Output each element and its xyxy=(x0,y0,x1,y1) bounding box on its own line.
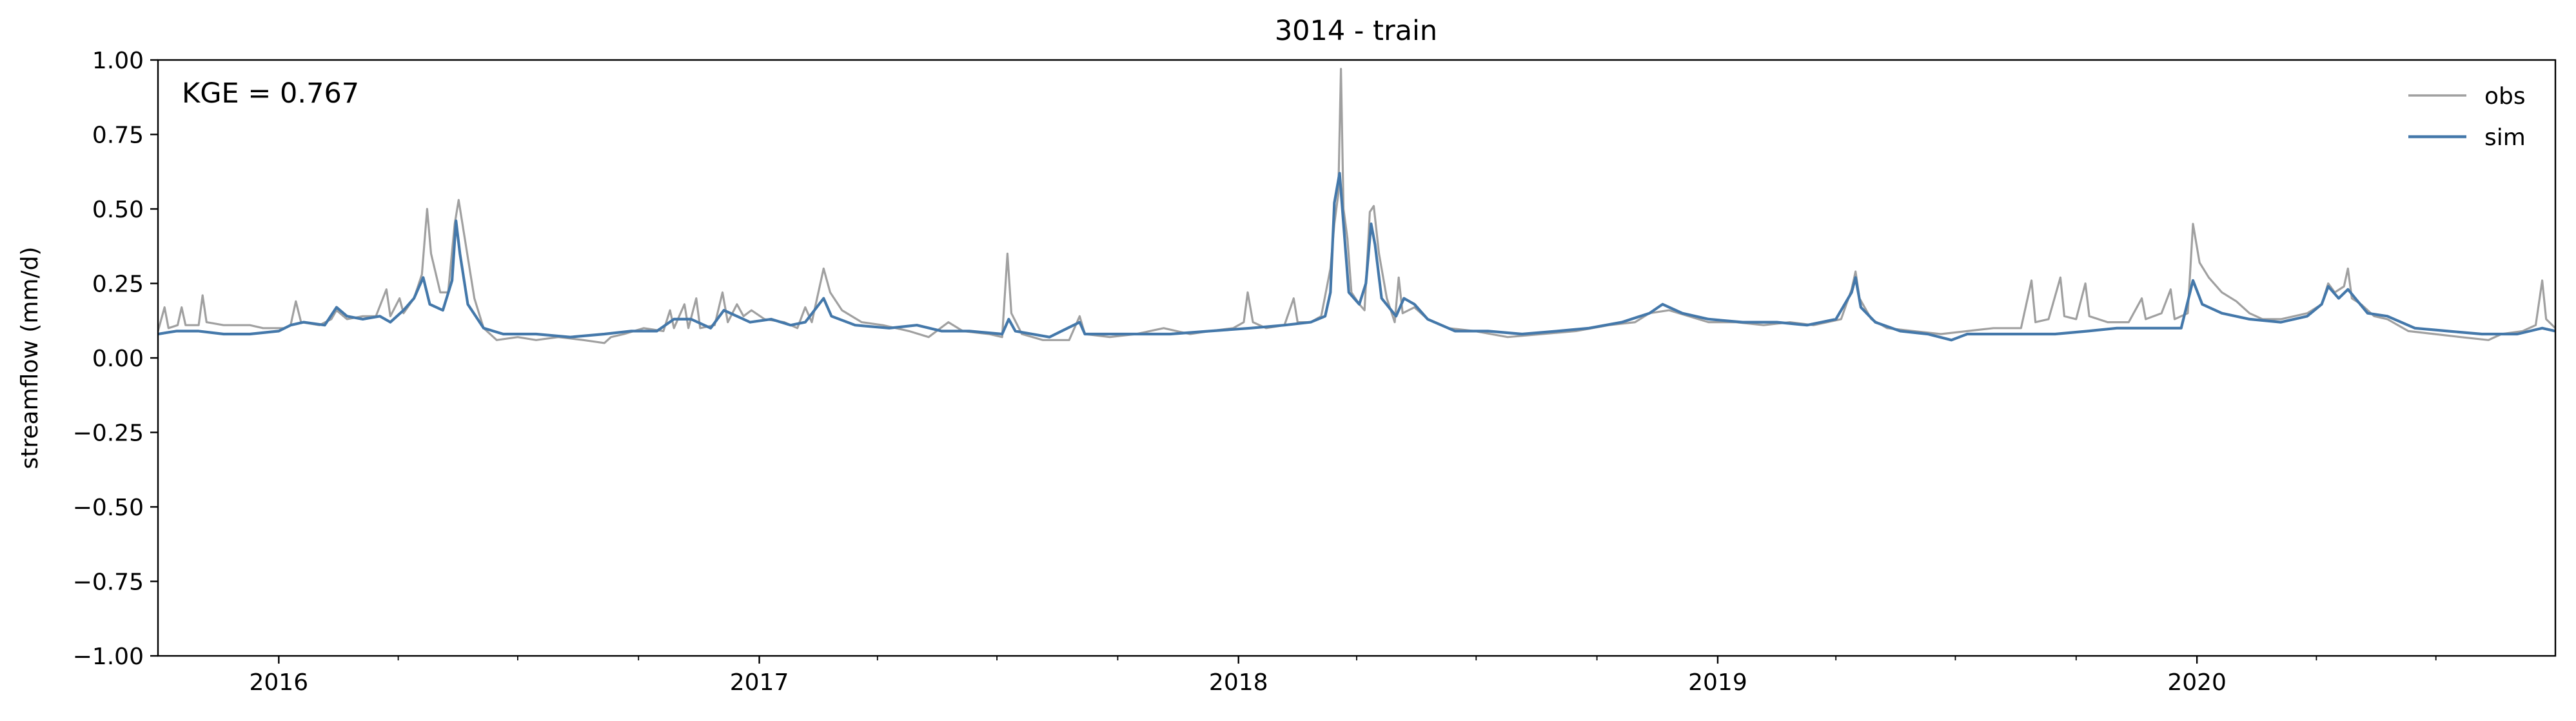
x-tick-label: 2017 xyxy=(730,669,789,696)
y-tick-label: 0.00 xyxy=(92,346,144,372)
y-tick-label: 0.50 xyxy=(92,197,144,223)
y-axis: −1.00 −0.75 −0.50 −0.25 0.00 0.25 0.50 0.75 1.00 xyxy=(73,48,158,670)
x-tick-label: 2020 xyxy=(2167,669,2227,696)
y-axis-title-group: streamflow (mm/d) xyxy=(17,247,43,469)
y-tick-label: −0.50 xyxy=(73,495,144,521)
y-tick-label: 1.00 xyxy=(92,48,144,74)
plot-frame xyxy=(157,59,2557,657)
series-line-sim xyxy=(158,172,2555,342)
legend: obs sim xyxy=(2408,83,2526,151)
y-tick-label: −0.75 xyxy=(73,569,144,596)
x-tick-label: 2018 xyxy=(1209,669,1268,696)
y-axis-title: streamflow (mm/d) xyxy=(17,247,43,469)
kge-annotation: KGE = 0.767 xyxy=(182,77,359,110)
series-layer xyxy=(158,68,2555,344)
x-tick-label: 2016 xyxy=(250,669,309,696)
chart-title: 3014 - train xyxy=(1275,15,1437,47)
legend-label-obs: obs xyxy=(2484,83,2526,110)
y-tick-label: 0.75 xyxy=(92,123,144,149)
x-axis: 2016 2017 2018 2019 2020 xyxy=(250,656,2437,696)
y-tick-label: 0.25 xyxy=(92,272,144,298)
y-tick-label: −1.00 xyxy=(73,644,144,670)
y-tick-label: −0.25 xyxy=(73,420,144,447)
x-tick-label: 2019 xyxy=(1688,669,1747,696)
legend-label-sim: sim xyxy=(2484,124,2526,151)
